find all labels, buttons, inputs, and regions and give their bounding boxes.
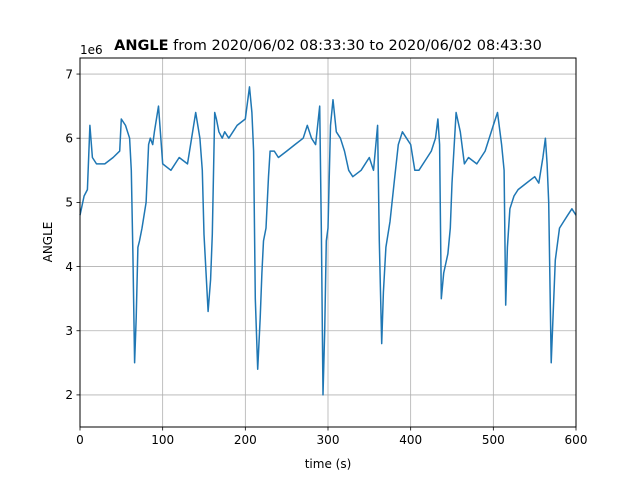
chart-title-rest: from 2020/06/02 08:33:30 to 2020/06/02 0… [169, 38, 542, 54]
y-tick-label: 3 [65, 324, 73, 338]
y-tick-label: 5 [65, 196, 73, 210]
y-axis: 2 3 4 5 6 7 [65, 67, 80, 402]
y-axis-label: ANGLE [41, 222, 55, 263]
x-axis-label: time (s) [305, 457, 352, 471]
x-tick-label: 100 [151, 433, 174, 447]
x-tick-label: 400 [399, 433, 422, 447]
x-axis: 0 100 200 300 400 500 600 [76, 427, 587, 447]
x-tick-label: 300 [317, 433, 340, 447]
axis-offset-label: 1e6 [80, 43, 103, 57]
x-tick-label: 200 [234, 433, 257, 447]
y-tick-label: 4 [65, 260, 73, 274]
series-line [79, 86, 577, 396]
y-tick-label: 7 [65, 67, 73, 81]
y-tick-label: 2 [65, 388, 73, 402]
y-tick-label: 6 [65, 132, 73, 146]
x-tick-label: 500 [482, 433, 505, 447]
x-tick-label: 600 [565, 433, 588, 447]
chart-title-bold: ANGLE [114, 38, 168, 54]
chart-title: ANGLE from 2020/06/02 08:33:30 to 2020/0… [114, 38, 542, 54]
x-tick-label: 0 [76, 433, 84, 447]
